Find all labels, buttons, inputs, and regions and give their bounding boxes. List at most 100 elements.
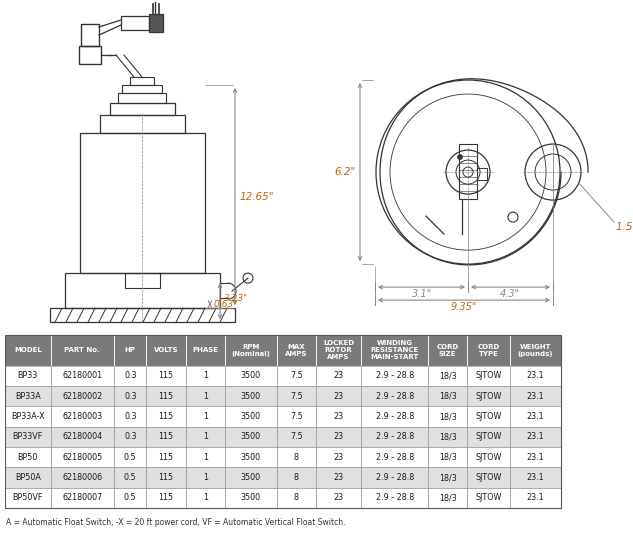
Text: BP33VF: BP33VF bbox=[13, 433, 43, 441]
Text: SJTOW: SJTOW bbox=[475, 392, 501, 401]
Text: 23: 23 bbox=[334, 392, 344, 401]
Text: 23.1: 23.1 bbox=[527, 412, 544, 421]
Bar bbox=[51, 467, 114, 488]
Text: 115: 115 bbox=[158, 372, 173, 380]
Text: 12.65": 12.65" bbox=[239, 192, 273, 201]
Text: 23: 23 bbox=[334, 412, 344, 421]
Text: SJTOW: SJTOW bbox=[475, 372, 501, 380]
Bar bbox=[5, 335, 561, 508]
Text: 62180006: 62180006 bbox=[62, 473, 103, 482]
Text: 6.2": 6.2" bbox=[335, 167, 356, 177]
Bar bbox=[185, 467, 225, 488]
Text: PART No.: PART No. bbox=[65, 348, 100, 354]
Text: SJTOW: SJTOW bbox=[475, 412, 501, 421]
Text: 7.5: 7.5 bbox=[290, 433, 303, 441]
Text: 3500: 3500 bbox=[241, 433, 261, 441]
Text: 1: 1 bbox=[203, 473, 208, 482]
Text: BP33A-X: BP33A-X bbox=[11, 412, 44, 421]
Text: WEIGHT
(pounds): WEIGHT (pounds) bbox=[518, 344, 553, 357]
Bar bbox=[185, 386, 225, 406]
Text: BP50: BP50 bbox=[18, 453, 38, 462]
Bar bbox=[185, 406, 225, 427]
Bar bbox=[316, 366, 361, 386]
Text: 23.1: 23.1 bbox=[527, 433, 544, 441]
Bar bbox=[146, 427, 185, 447]
Bar bbox=[277, 406, 316, 427]
Bar bbox=[428, 366, 467, 386]
Text: 1: 1 bbox=[203, 453, 208, 462]
Bar bbox=[428, 427, 467, 447]
Text: 2.9 - 28.8: 2.9 - 28.8 bbox=[375, 433, 414, 441]
Bar bbox=[5, 447, 51, 467]
Text: 3500: 3500 bbox=[241, 392, 261, 401]
Bar bbox=[110, 103, 175, 115]
Bar bbox=[510, 467, 561, 488]
Text: 0.5: 0.5 bbox=[124, 473, 137, 482]
Text: 8: 8 bbox=[294, 453, 299, 462]
Bar bbox=[510, 488, 561, 508]
Text: 18/3: 18/3 bbox=[439, 494, 456, 502]
Bar bbox=[114, 406, 146, 427]
Bar bbox=[225, 447, 277, 467]
Bar bbox=[467, 467, 510, 488]
Bar bbox=[114, 488, 146, 508]
Bar bbox=[51, 406, 114, 427]
Bar bbox=[225, 386, 277, 406]
Text: 18/3: 18/3 bbox=[439, 453, 456, 462]
Bar bbox=[510, 406, 561, 427]
Text: 8: 8 bbox=[294, 473, 299, 482]
Bar bbox=[185, 335, 225, 366]
Circle shape bbox=[458, 155, 463, 160]
Text: 7.5: 7.5 bbox=[290, 392, 303, 401]
Bar bbox=[510, 335, 561, 366]
Bar bbox=[81, 24, 99, 46]
Bar bbox=[277, 366, 316, 386]
Text: 3.1": 3.1" bbox=[412, 289, 432, 299]
Bar bbox=[146, 366, 185, 386]
Bar bbox=[225, 467, 277, 488]
Bar bbox=[5, 366, 51, 386]
Text: PHASE: PHASE bbox=[192, 348, 218, 354]
Text: 2.9 - 28.8: 2.9 - 28.8 bbox=[375, 494, 414, 502]
Bar bbox=[316, 406, 361, 427]
Text: MODEL: MODEL bbox=[14, 348, 42, 354]
Text: 23: 23 bbox=[334, 433, 344, 441]
Bar bbox=[149, 14, 163, 32]
Bar bbox=[146, 447, 185, 467]
Text: BP50A: BP50A bbox=[15, 473, 41, 482]
Bar bbox=[225, 335, 277, 366]
Text: 3.23": 3.23" bbox=[224, 294, 248, 302]
Bar bbox=[316, 335, 361, 366]
Text: MAX
AMPS: MAX AMPS bbox=[285, 344, 308, 357]
Text: 1: 1 bbox=[203, 372, 208, 380]
Text: 23.1: 23.1 bbox=[527, 473, 544, 482]
Bar bbox=[51, 447, 114, 467]
Bar bbox=[277, 447, 316, 467]
Bar bbox=[428, 386, 467, 406]
Text: 0.5: 0.5 bbox=[124, 453, 137, 462]
Bar bbox=[146, 335, 185, 366]
Bar bbox=[277, 335, 316, 366]
Bar bbox=[5, 427, 51, 447]
Bar bbox=[118, 93, 166, 103]
Text: 62180003: 62180003 bbox=[62, 412, 103, 421]
Text: SJTOW: SJTOW bbox=[475, 433, 501, 441]
Text: 3500: 3500 bbox=[241, 372, 261, 380]
Bar bbox=[5, 406, 51, 427]
Text: 62180002: 62180002 bbox=[62, 392, 103, 401]
Bar bbox=[51, 386, 114, 406]
Text: SJTOW: SJTOW bbox=[475, 473, 501, 482]
Bar bbox=[277, 467, 316, 488]
Bar bbox=[467, 427, 510, 447]
Text: 23.1: 23.1 bbox=[527, 372, 544, 380]
Text: 62180004: 62180004 bbox=[62, 433, 103, 441]
Bar bbox=[5, 386, 51, 406]
Text: 7.5: 7.5 bbox=[290, 412, 303, 421]
Bar bbox=[114, 386, 146, 406]
Text: 3500: 3500 bbox=[241, 494, 261, 502]
Bar bbox=[361, 386, 428, 406]
Bar bbox=[510, 447, 561, 467]
Text: VOLTS: VOLTS bbox=[154, 348, 179, 354]
Text: 23: 23 bbox=[334, 494, 344, 502]
Bar bbox=[428, 447, 467, 467]
